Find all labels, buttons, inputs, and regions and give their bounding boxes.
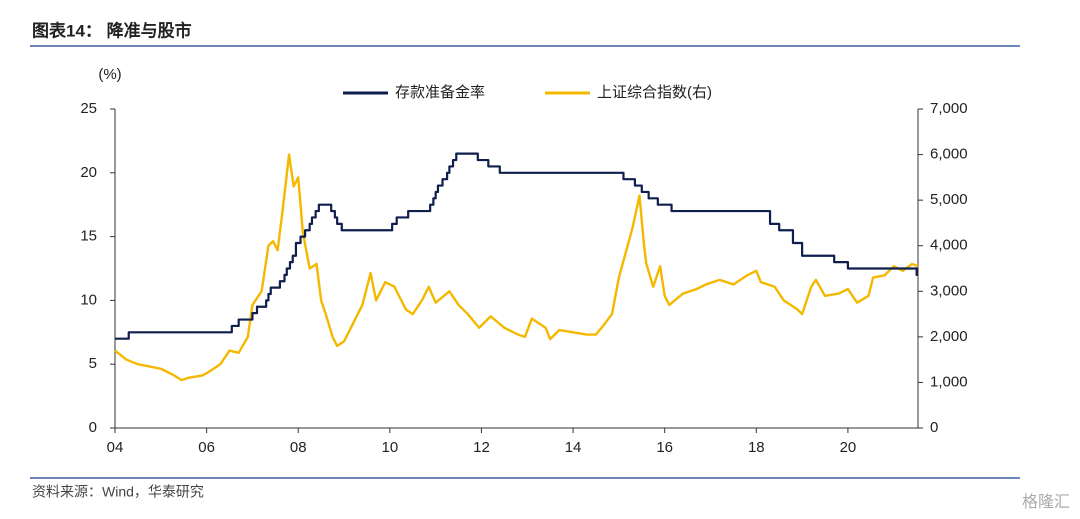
y2-tick-label: 0 [930, 419, 938, 436]
x-tick-label: 10 [381, 439, 398, 456]
legend-label: 存款准备金率 [395, 84, 485, 101]
y2-tick-label: 1,000 [930, 373, 968, 390]
y2-tick-label: 6,000 [930, 146, 968, 163]
y-tick-label: 20 [80, 164, 97, 181]
legend-label: 上证综合指数(右) [597, 84, 712, 101]
y-tick-label: 0 [89, 419, 97, 436]
x-tick-label: 04 [107, 439, 124, 456]
y2-tick-label: 7,000 [930, 100, 968, 117]
x-tick-label: 14 [565, 439, 582, 456]
y-axis-label: (%) [98, 66, 121, 83]
x-tick-label: 06 [198, 439, 215, 456]
x-tick-label: 20 [840, 439, 857, 456]
series-line [115, 152, 918, 340]
x-tick-label: 16 [656, 439, 673, 456]
y-tick-label: 25 [80, 100, 97, 117]
y2-tick-label: 2,000 [930, 328, 968, 345]
series-line [114, 153, 919, 382]
y2-tick-label: 5,000 [930, 191, 968, 208]
source-note: 资料来源：Wind，华泰研究 [32, 484, 204, 500]
y-tick-label: 10 [80, 291, 97, 308]
watermark: 格隆汇 [1022, 493, 1070, 511]
chart-title: 图表14： 降准与股市 [32, 20, 192, 40]
x-tick-label: 08 [290, 439, 307, 456]
y-tick-label: 5 [89, 355, 97, 372]
y-tick-label: 15 [80, 228, 97, 245]
y2-tick-label: 4,000 [930, 237, 968, 254]
x-tick-label: 18 [748, 439, 765, 456]
x-tick-label: 12 [473, 439, 490, 456]
y2-tick-label: 3,000 [930, 282, 968, 299]
